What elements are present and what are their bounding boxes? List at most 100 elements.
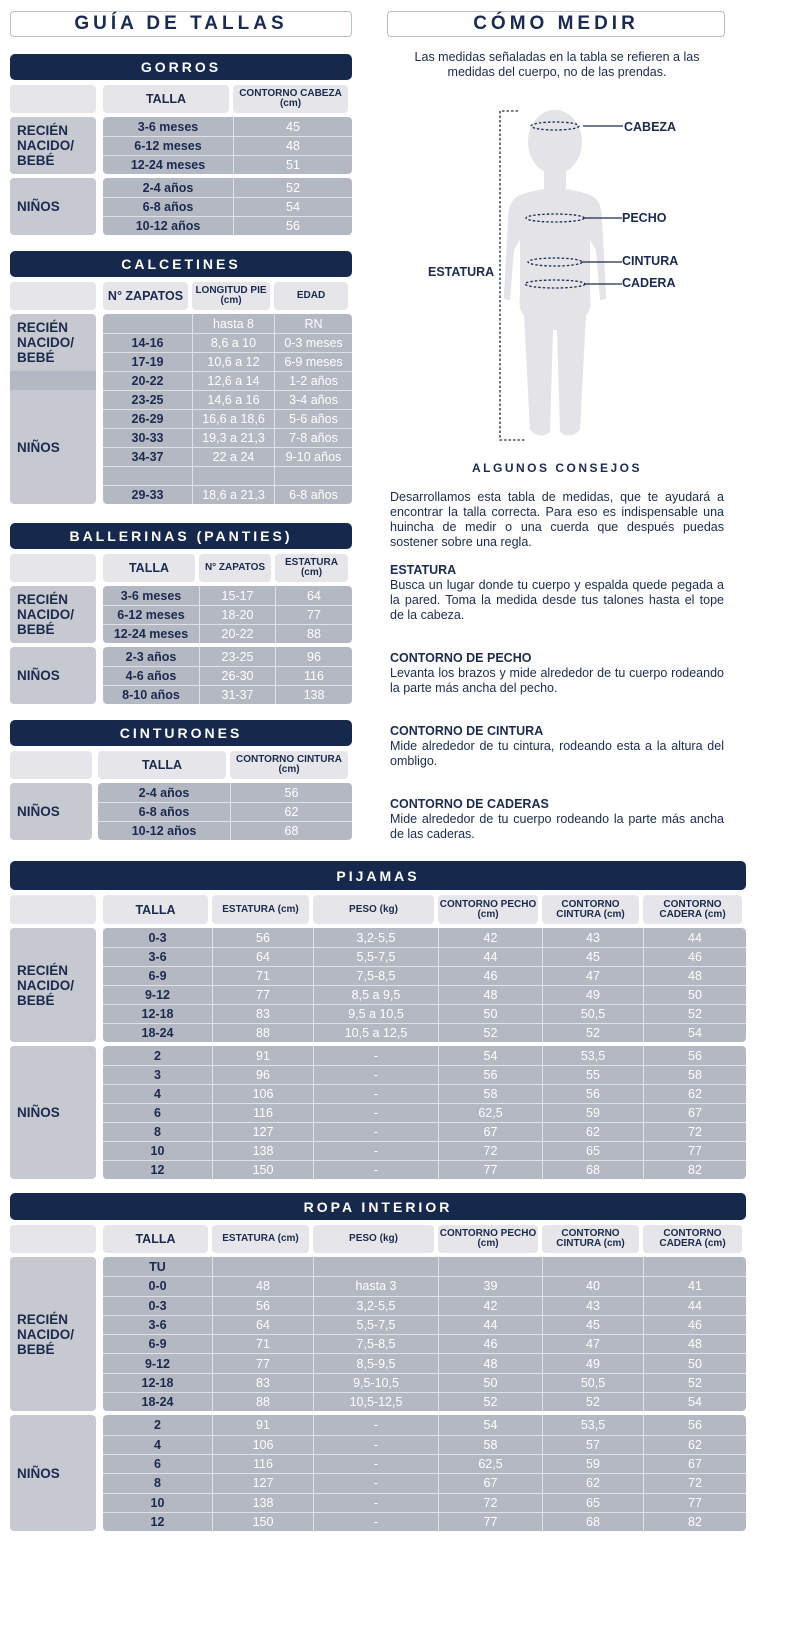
measure-intro: Las medidas señaladas en la tabla se ref… xyxy=(414,50,700,79)
size-cell: 6-8 años xyxy=(142,200,194,214)
group-body: 3-6 meses 15-17 64 6-12 meses 18-20 77 12-24 m… xyxy=(103,586,352,643)
label-cintura: CINTURA xyxy=(622,254,679,268)
size-cell: 3-6 xyxy=(148,950,167,964)
value-cell: hasta 8 xyxy=(192,314,274,333)
table-row: 9-12 77 8,5-9,5 48 49 50 xyxy=(103,1353,746,1373)
table-header-row: TALLA CONTORNO CINTURA (cm) xyxy=(10,751,352,779)
column-header: CONTORNO CINTURA (cm) xyxy=(542,895,639,924)
value-cell: - xyxy=(313,1493,438,1512)
value-cell: 88 xyxy=(212,1024,313,1042)
label-pecho: PECHO xyxy=(622,211,667,225)
value-cell: 1-2 años xyxy=(274,372,352,390)
size-cell: 10-12 años xyxy=(135,219,201,233)
size-cell: 12-24 meses xyxy=(113,627,189,641)
table-row: 4 106-58 56 62 xyxy=(103,1084,746,1103)
value-cell: 56 xyxy=(233,217,352,235)
value-cell: 39 xyxy=(438,1277,542,1296)
value-cell: 116 xyxy=(212,1104,313,1122)
tips-intro-text: Desarrollamos esta tabla de medidas, que… xyxy=(390,490,724,549)
value-cell: 18-20 xyxy=(199,606,275,624)
value-cell: 50 xyxy=(438,1373,542,1393)
table-row: 10-12 años 56 xyxy=(103,216,352,235)
value-cell: 50 xyxy=(438,1005,542,1023)
value-cell: 58 xyxy=(438,1435,542,1454)
value-cell: 50,5 xyxy=(542,1373,643,1393)
value-cell: - xyxy=(313,1123,438,1141)
value-cell: 40 xyxy=(542,1277,643,1296)
value-cell: 5,5-7,5 xyxy=(313,948,438,966)
size-group: RECIÉN NACIDO/ BEBÉ 0-3 56 3,2-5,5 42 43 44 3-6… xyxy=(10,928,746,1042)
table-row xyxy=(103,466,352,485)
size-cell: 6 xyxy=(154,1106,161,1120)
value-cell: 82 xyxy=(643,1161,746,1179)
value-cell: - xyxy=(313,1066,438,1084)
table-row: 8 127-67 62 72 xyxy=(103,1473,746,1493)
table-row: 18-24 88 10,5 a 12,5 52 52 54 xyxy=(103,1023,746,1042)
value-cell: 53,5 xyxy=(542,1046,643,1065)
table-row: 0-3 56 3,2-5,5 42 43 44 xyxy=(103,1295,746,1315)
column-header: CONTORNO PECHO (cm) xyxy=(438,1225,538,1253)
table-row: 6-8 años 54 xyxy=(103,197,352,216)
size-cell: 10 xyxy=(150,1144,165,1158)
table-body: RECIÉN NACIDO/ BEBÉ NIÑOS hasta 8 RN 14-16 8,… xyxy=(10,314,352,504)
size-group: RECIÉN NACIDO/ BEBÉ 3-6 meses 45 6-12 meses… xyxy=(10,117,352,174)
value-cell: - xyxy=(313,1085,438,1103)
column-header: N° ZAPATOS xyxy=(199,554,271,582)
value-cell: 150 xyxy=(212,1512,313,1532)
table-row: 3-6 64 5,5-7,5 44 45 46 xyxy=(103,1314,746,1335)
value-cell: 50,5 xyxy=(542,1005,643,1023)
size-cell: 2 xyxy=(154,1418,161,1433)
value-cell xyxy=(542,1257,643,1277)
size-cell: 3-6 meses xyxy=(137,119,199,134)
value-cell: 31-37 xyxy=(199,686,275,704)
value-cell: 116 xyxy=(275,667,352,685)
table-row: 2 91-54 53,5 56 xyxy=(103,1415,746,1435)
group-label: NIÑOS xyxy=(10,390,96,504)
value-cell: 56 xyxy=(212,1296,313,1315)
group-label: RECIÉN NACIDO/ BEBÉ xyxy=(10,586,96,643)
value-cell: hasta 3 xyxy=(313,1277,438,1296)
table-row: 3 96-56 55 58 xyxy=(103,1065,746,1084)
tip-text: Mide alrededor de tu cintura, rodeando e… xyxy=(390,739,724,768)
value-cell: 71 xyxy=(212,1335,313,1354)
value-cell: 106 xyxy=(212,1085,313,1103)
table-header-row: TALLA N° ZAPATOS ESTATURA (cm) xyxy=(10,554,352,582)
column-header: CONTORNO CABEZA (cm) xyxy=(233,85,348,113)
value-cell: 49 xyxy=(542,986,643,1004)
table-row: 6 116-62,5 59 67 xyxy=(103,1453,746,1474)
value-cell: - xyxy=(313,1435,438,1454)
label-cadera: CADERA xyxy=(622,276,676,290)
value-cell: 96 xyxy=(212,1066,313,1084)
value-cell: 88 xyxy=(212,1393,313,1412)
value-cell: 127 xyxy=(212,1123,313,1141)
value-cell: 3,2-5,5 xyxy=(313,928,438,947)
size-cell xyxy=(103,467,192,485)
value-cell: 77 xyxy=(438,1161,542,1179)
table-row: 6-9 71 7,5-8,5 46 47 48 xyxy=(103,1334,746,1354)
value-cell: 54 xyxy=(438,1046,542,1065)
group-label: NIÑOS xyxy=(10,178,96,235)
value-cell: 45 xyxy=(542,1315,643,1335)
value-cell: - xyxy=(313,1142,438,1160)
value-cell: 22 a 24 xyxy=(192,448,274,466)
group-body: 2-4 años 52 6-8 años 54 10-12 años 56 xyxy=(103,178,352,235)
value-cell: 67 xyxy=(643,1454,746,1474)
table-row: 12-24 meses 51 xyxy=(103,155,352,174)
value-cell: 58 xyxy=(643,1066,746,1084)
value-cell: 58 xyxy=(438,1085,542,1103)
value-cell: 59 xyxy=(542,1454,643,1474)
size-cell: 9-12 xyxy=(144,1356,171,1371)
table-ropa-interior: ROPA INTERIOR TALLA ESTATURA (cm) PESO (kg)… xyxy=(10,1193,746,1532)
tip-estatura: ESTATURA Busca un lugar donde tu cuerpo y… xyxy=(390,563,724,623)
tips-intro: Desarrollamos esta tabla de medidas, que… xyxy=(390,490,724,550)
value-cell: 71 xyxy=(212,967,313,985)
value-cell: 72 xyxy=(643,1474,746,1493)
value-cell: 48 xyxy=(212,1277,313,1296)
value-cell: 96 xyxy=(275,647,352,666)
group-body: 2 91-54 53,5 56 4 106-58 57 62 6 116-62,5 59 67 8 127… xyxy=(103,1415,746,1532)
value-cell: 54 xyxy=(233,198,352,216)
size-cell: 2 xyxy=(154,1048,161,1063)
value-cell: 106 xyxy=(212,1435,313,1454)
column-header: CONTORNO CADERA (cm) xyxy=(643,1225,742,1253)
table-row: 2-4 años 56 xyxy=(98,783,352,802)
